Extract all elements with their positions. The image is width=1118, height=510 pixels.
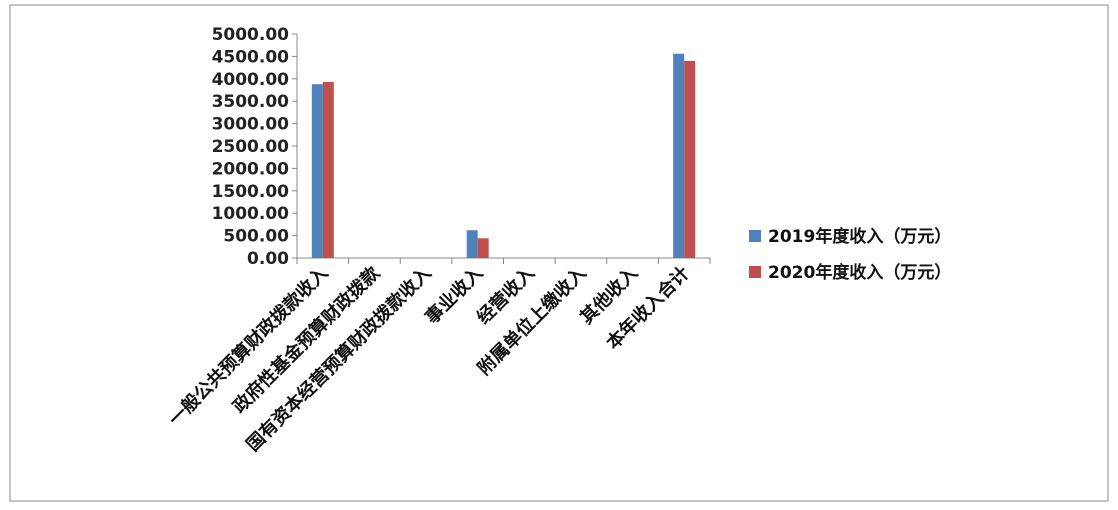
bar-本年收入合计-2020年度收入（万元） [684, 60, 696, 258]
legend: 2019年度收入（万元） 2020年度收入（万元） [749, 226, 951, 283]
bar-事业收入-2020年度收入（万元） [477, 238, 489, 258]
bar-本年收入合计-2019年度收入（万元） [673, 53, 685, 258]
chart-border [9, 4, 1109, 502]
y-tick-label: 2500.00 [212, 137, 290, 157]
bar-一般公共预算财政拨款收入-2019年度收入（万元） [311, 84, 323, 259]
y-tick-label: 3000.00 [212, 115, 290, 135]
y-tick-label: 3500.00 [212, 92, 290, 112]
legend-swatch [749, 266, 761, 278]
legend-swatch [749, 230, 761, 242]
x-axis [296, 257, 711, 264]
y-tick-label: 500.00 [223, 227, 289, 247]
bars [311, 53, 696, 259]
bar-事业收入-2019年度收入（万元） [466, 230, 478, 258]
legend-label: 2020年度收入（万元） [768, 262, 951, 283]
y-tick-label: 1500.00 [212, 182, 290, 202]
bar-一般公共预算财政拨款收入-2020年度收入（万元） [322, 81, 334, 258]
y-tick-label: 4000.00 [212, 70, 290, 90]
y-tick-label: 4500.00 [212, 47, 290, 67]
y-tick-label: 1000.00 [212, 204, 290, 224]
y-tick-label: 0.00 [247, 249, 289, 269]
legend-label: 2019年度收入（万元） [768, 226, 951, 247]
y-tick-label: 5000.00 [212, 25, 290, 45]
y-tick-label: 2000.00 [212, 159, 290, 179]
